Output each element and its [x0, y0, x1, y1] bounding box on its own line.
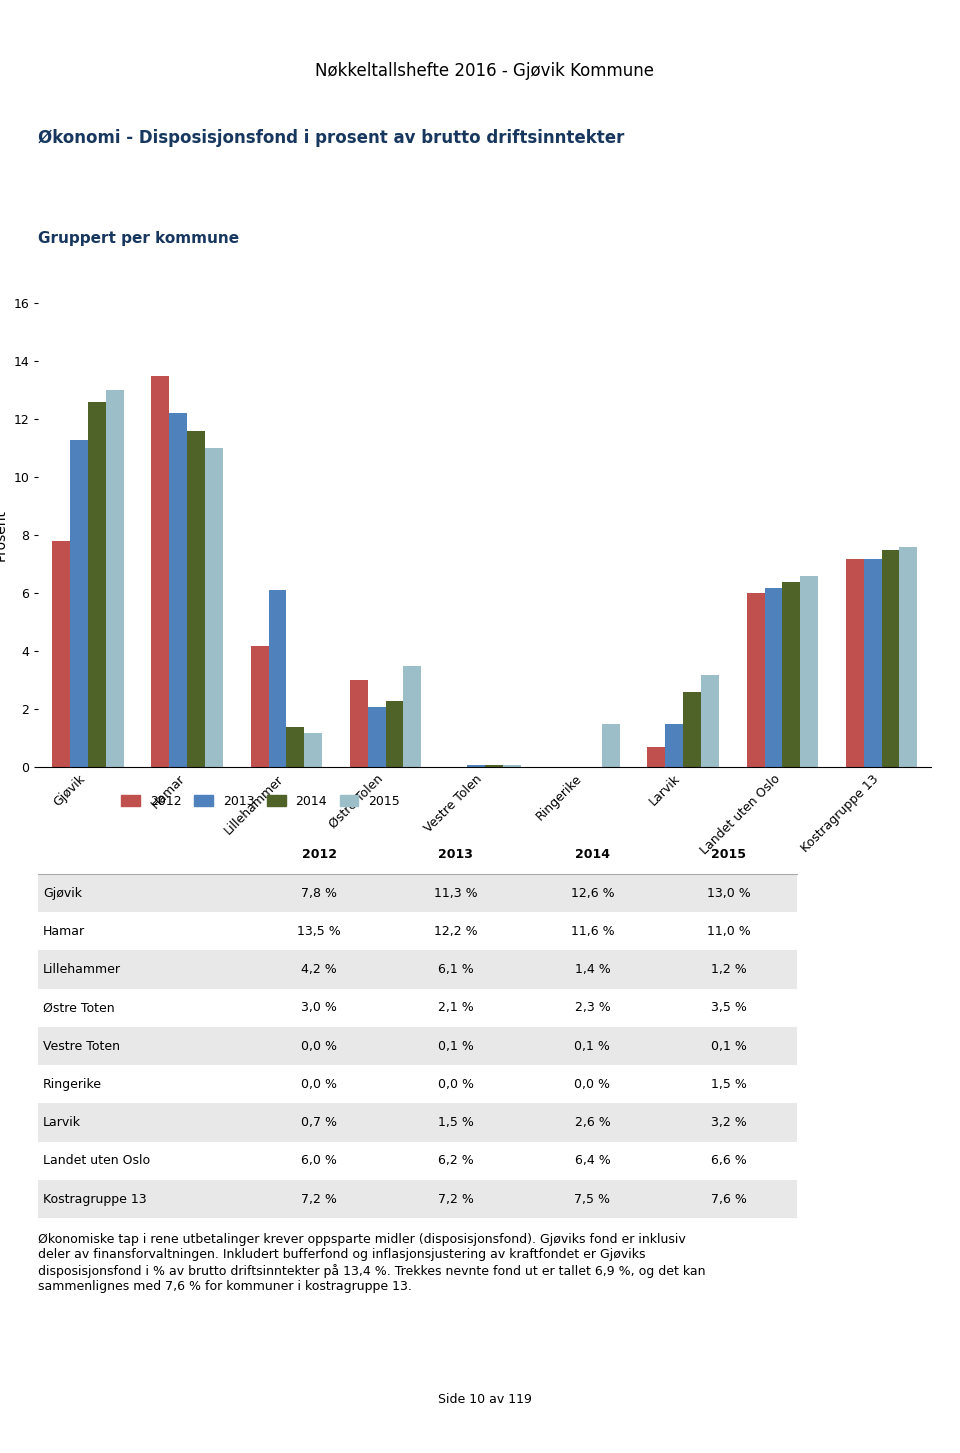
- Text: 0,0 %: 0,0 %: [438, 1078, 474, 1091]
- Text: 6,0 %: 6,0 %: [301, 1154, 337, 1167]
- Text: 1,5 %: 1,5 %: [711, 1078, 747, 1091]
- Text: 7,2 %: 7,2 %: [301, 1193, 337, 1206]
- Bar: [900, 546, 918, 767]
- Text: 1,5 %: 1,5 %: [438, 1116, 473, 1129]
- Bar: [846, 558, 864, 767]
- Bar: [70, 439, 88, 767]
- Text: 13,0 %: 13,0 %: [708, 886, 751, 899]
- Text: Økonomi - Disposisjonsfond i prosent av brutto driftsinntekter: Økonomi - Disposisjonsfond i prosent av …: [38, 129, 625, 147]
- Bar: [106, 391, 124, 767]
- Text: Gruppert per kommune: Gruppert per kommune: [38, 231, 240, 247]
- Text: 2015: 2015: [711, 849, 747, 862]
- Text: Gjøvik: Gjøvik: [43, 886, 82, 899]
- Bar: [747, 593, 764, 767]
- Text: 2014: 2014: [575, 849, 610, 862]
- Text: 11,3 %: 11,3 %: [434, 886, 477, 899]
- Bar: [684, 692, 701, 767]
- Bar: [701, 674, 719, 767]
- Text: 12,2 %: 12,2 %: [434, 926, 477, 937]
- Bar: [881, 549, 900, 767]
- Text: 2012: 2012: [301, 849, 337, 862]
- Bar: [251, 645, 269, 767]
- Bar: [485, 764, 503, 767]
- Y-axis label: Prosent: Prosent: [0, 510, 8, 561]
- Text: 3,0 %: 3,0 %: [301, 1001, 337, 1014]
- Text: 0,7 %: 0,7 %: [301, 1116, 337, 1129]
- Text: 7,8 %: 7,8 %: [301, 886, 337, 899]
- Bar: [602, 724, 620, 767]
- Legend: 2012, 2013, 2014, 2015: 2012, 2013, 2014, 2015: [116, 790, 405, 814]
- Text: Østre Toten: Østre Toten: [43, 1001, 114, 1014]
- Text: 0,0 %: 0,0 %: [301, 1039, 337, 1052]
- Bar: [205, 448, 223, 767]
- Text: 2,6 %: 2,6 %: [574, 1116, 611, 1129]
- Bar: [169, 414, 187, 767]
- Text: 7,5 %: 7,5 %: [574, 1193, 611, 1206]
- Text: 6,1 %: 6,1 %: [438, 963, 473, 976]
- Bar: [88, 402, 106, 767]
- Text: 0,0 %: 0,0 %: [574, 1078, 611, 1091]
- Text: Hamar: Hamar: [43, 926, 85, 937]
- FancyBboxPatch shape: [38, 875, 797, 912]
- Bar: [665, 724, 684, 767]
- FancyBboxPatch shape: [38, 1180, 797, 1218]
- FancyBboxPatch shape: [38, 1065, 797, 1103]
- Bar: [368, 706, 386, 767]
- Text: Side 10 av 119: Side 10 av 119: [438, 1392, 532, 1405]
- Text: 12,6 %: 12,6 %: [570, 886, 614, 899]
- FancyBboxPatch shape: [38, 1142, 797, 1180]
- Text: 3,5 %: 3,5 %: [711, 1001, 747, 1014]
- FancyBboxPatch shape: [38, 1103, 797, 1142]
- Text: 2,3 %: 2,3 %: [574, 1001, 611, 1014]
- Text: Vestre Toten: Vestre Toten: [43, 1039, 120, 1052]
- FancyBboxPatch shape: [38, 912, 797, 950]
- Bar: [503, 764, 520, 767]
- Text: 11,6 %: 11,6 %: [570, 926, 614, 937]
- FancyBboxPatch shape: [38, 1027, 797, 1065]
- Bar: [52, 541, 70, 767]
- Text: 0,1 %: 0,1 %: [438, 1039, 473, 1052]
- Bar: [269, 590, 286, 767]
- Bar: [801, 575, 818, 767]
- Text: Landet uten Oslo: Landet uten Oslo: [43, 1154, 150, 1167]
- Bar: [467, 764, 485, 767]
- Text: 0,0 %: 0,0 %: [301, 1078, 337, 1091]
- Bar: [152, 376, 169, 767]
- Text: Larvik: Larvik: [43, 1116, 81, 1129]
- Text: Kostragruppe 13: Kostragruppe 13: [43, 1193, 147, 1206]
- FancyBboxPatch shape: [38, 988, 797, 1027]
- Text: Nøkkeltallshefte 2016 - Gjøvik Kommune: Nøkkeltallshefte 2016 - Gjøvik Kommune: [315, 62, 655, 80]
- Bar: [349, 680, 368, 767]
- Bar: [782, 581, 801, 767]
- Text: 6,2 %: 6,2 %: [438, 1154, 473, 1167]
- Text: 1,4 %: 1,4 %: [574, 963, 611, 976]
- Text: 2,1 %: 2,1 %: [438, 1001, 473, 1014]
- Bar: [647, 747, 665, 767]
- Bar: [764, 587, 782, 767]
- Text: 4,2 %: 4,2 %: [301, 963, 337, 976]
- Text: 1,2 %: 1,2 %: [711, 963, 747, 976]
- Text: 7,2 %: 7,2 %: [438, 1193, 473, 1206]
- Text: Lillehammer: Lillehammer: [43, 963, 121, 976]
- Bar: [286, 726, 304, 767]
- Text: 0,1 %: 0,1 %: [711, 1039, 747, 1052]
- Text: 7,6 %: 7,6 %: [711, 1193, 747, 1206]
- Text: Økonomiske tap i rene utbetalinger krever oppsparte midler (disposisjonsfond). G: Økonomiske tap i rene utbetalinger kreve…: [38, 1234, 706, 1293]
- Text: 2013: 2013: [439, 849, 473, 862]
- FancyBboxPatch shape: [38, 950, 797, 988]
- Text: 13,5 %: 13,5 %: [298, 926, 341, 937]
- Text: 3,2 %: 3,2 %: [711, 1116, 747, 1129]
- Bar: [304, 732, 323, 767]
- Bar: [386, 700, 403, 767]
- Text: 6,4 %: 6,4 %: [574, 1154, 611, 1167]
- Text: 0,1 %: 0,1 %: [574, 1039, 611, 1052]
- Text: 11,0 %: 11,0 %: [708, 926, 751, 937]
- Bar: [864, 558, 881, 767]
- Bar: [187, 430, 205, 767]
- Text: 6,6 %: 6,6 %: [711, 1154, 747, 1167]
- Text: Ringerike: Ringerike: [43, 1078, 102, 1091]
- Bar: [403, 665, 421, 767]
